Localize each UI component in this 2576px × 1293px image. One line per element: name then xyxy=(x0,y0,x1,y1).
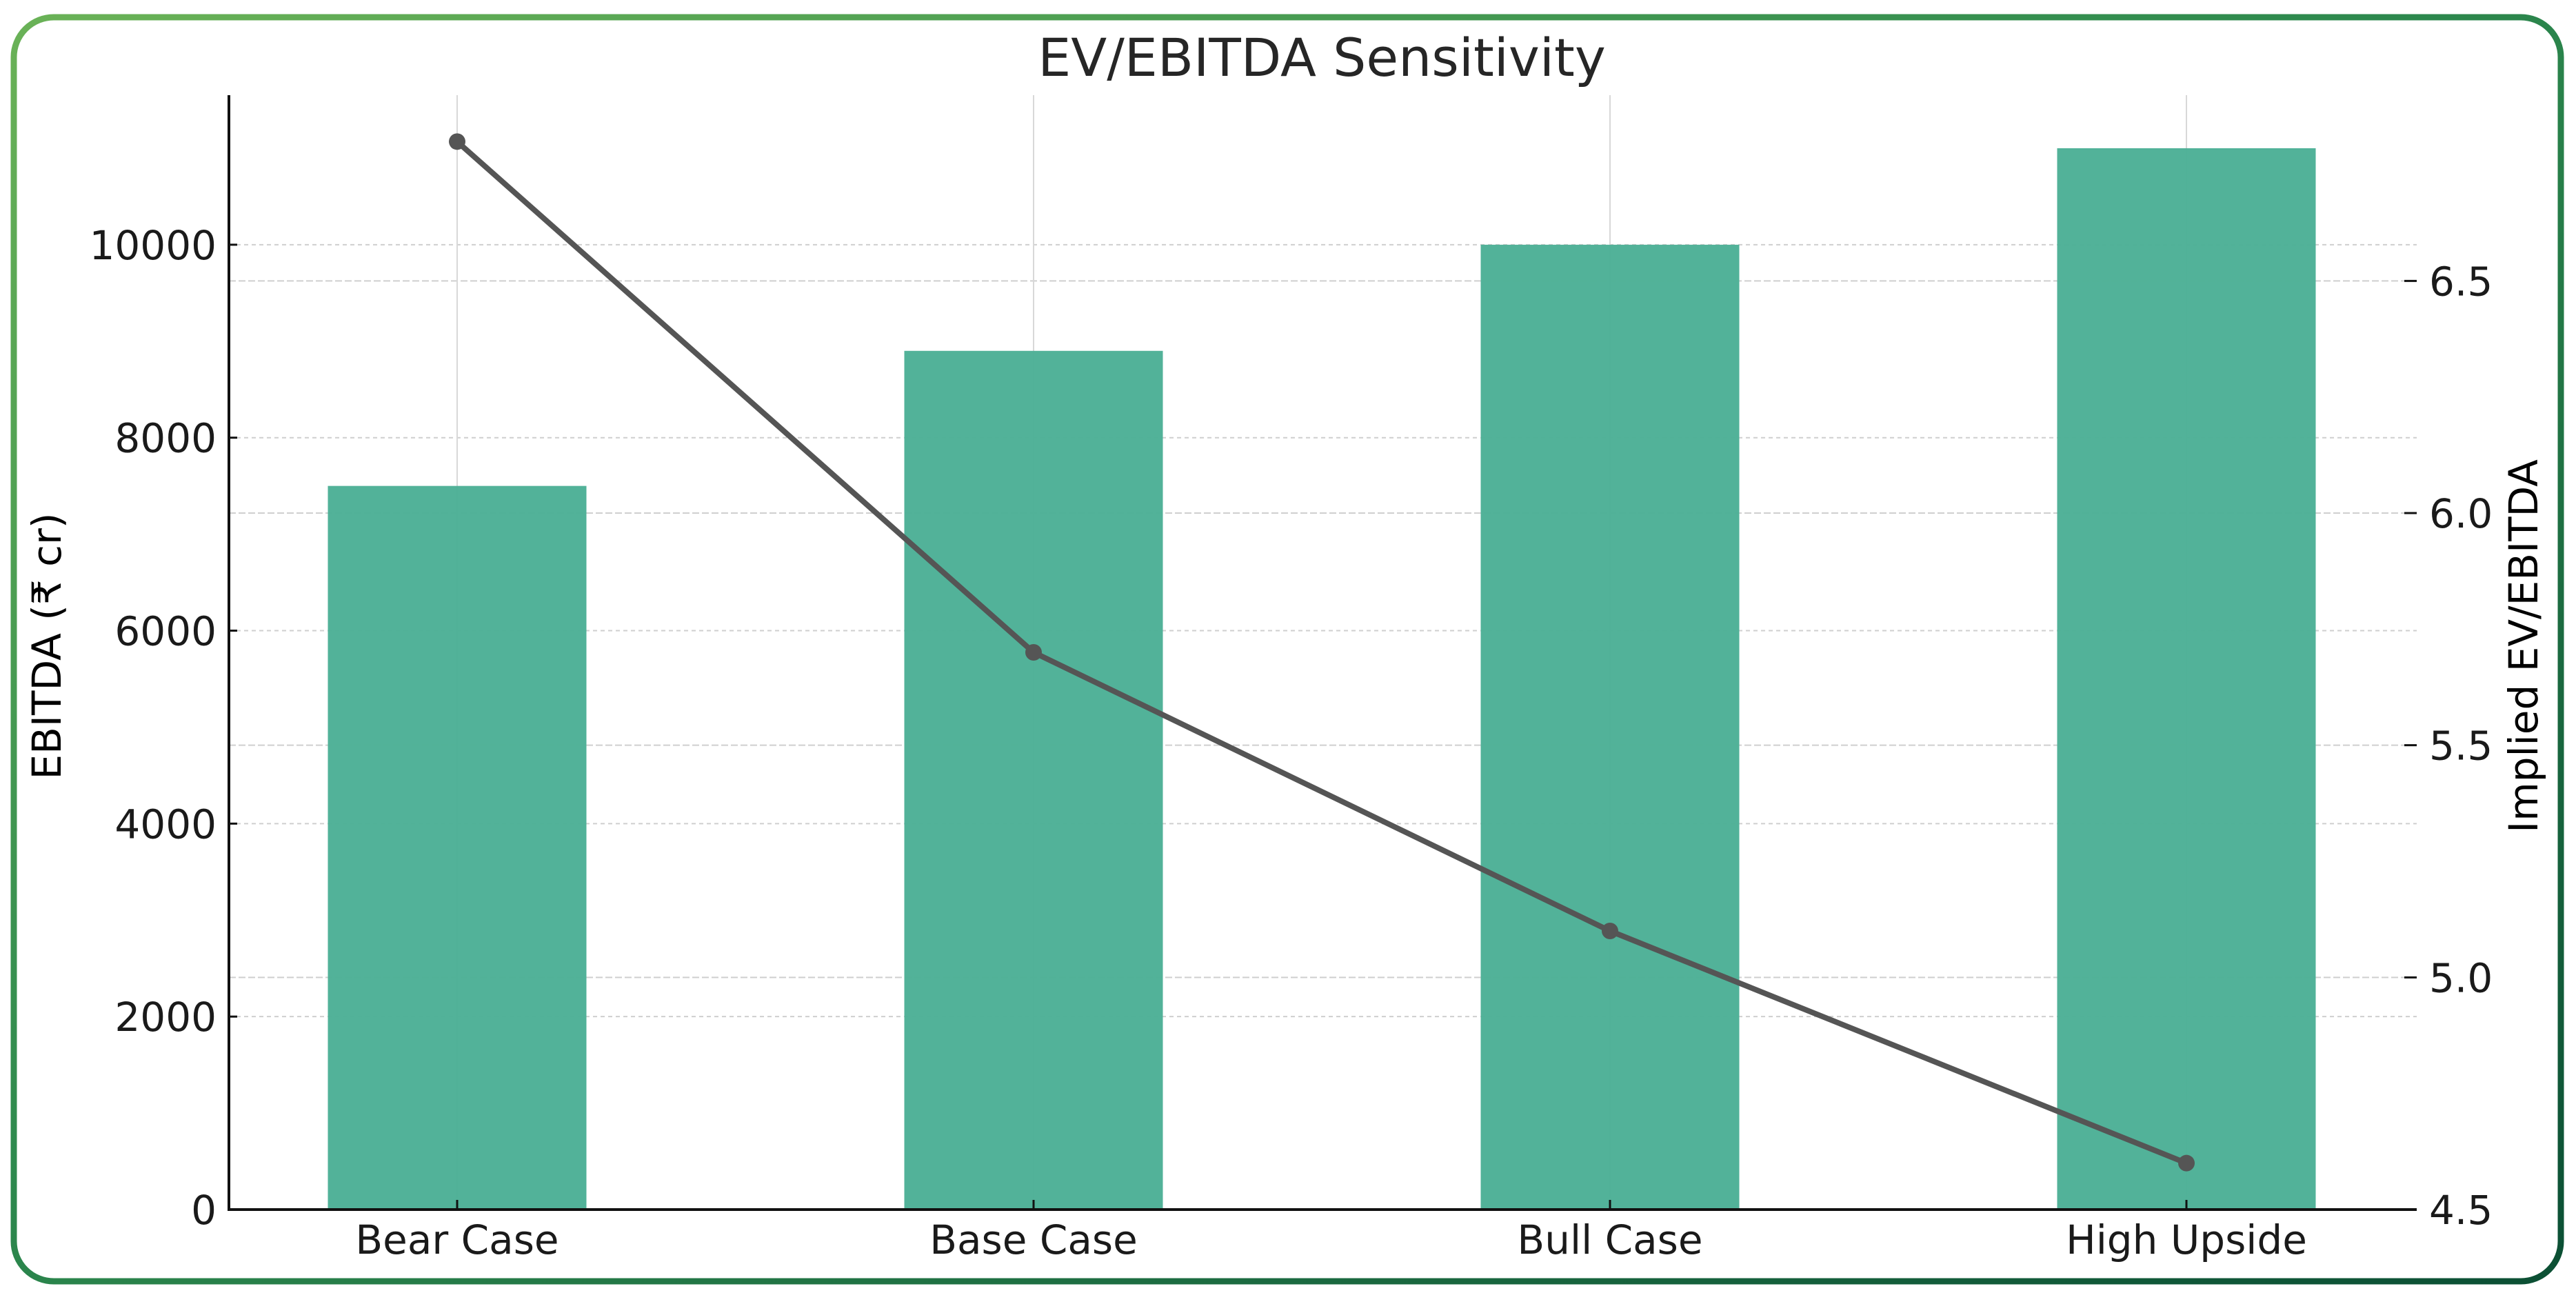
axes xyxy=(228,95,2417,1211)
x-tick-label: High Upside xyxy=(2066,1216,2307,1263)
y-tick-label-right: 5.5 xyxy=(2429,723,2493,770)
y-axis-label-left: EBITDA (₹ cr) xyxy=(23,512,70,779)
line-point-high-upside xyxy=(2178,1154,2195,1172)
y-tick-label-left: 0 xyxy=(191,1187,217,1234)
bar-base-case xyxy=(904,350,1163,1210)
y-tick-label-left: 4000 xyxy=(114,801,217,848)
y-axis-label-right: Implied EV/EBITDA xyxy=(2500,459,2547,833)
bar-series xyxy=(328,148,2316,1210)
bar-bear-case xyxy=(328,485,587,1210)
x-tick-label: Bull Case xyxy=(1517,1216,1702,1263)
card-border xyxy=(10,14,2564,1285)
y-tick-label-left: 10000 xyxy=(89,222,217,269)
y-tick-label-left: 6000 xyxy=(114,608,217,655)
line-point-base-case xyxy=(1025,644,1042,661)
y-tick-label-right: 4.5 xyxy=(2429,1187,2493,1234)
line-point-bear-case xyxy=(449,133,465,150)
x-tick-label: Bear Case xyxy=(355,1216,559,1263)
line-series xyxy=(449,133,2195,1172)
y-tick-label-left: 8000 xyxy=(114,415,217,462)
y-tick-label-left: 2000 xyxy=(114,994,217,1041)
axis-labels: 0 2000 4000 6000 8000 10000 4.5 5.0 5.5 6.0 6.5 Bea… xyxy=(89,222,2493,1263)
chart-title: EV/EBITDA Sensitivity xyxy=(1038,27,1606,88)
y-tick-label-right: 6.5 xyxy=(2429,258,2493,305)
ev-ebitda-line xyxy=(454,139,2189,1166)
y-tick-label-right: 5.0 xyxy=(2429,954,2493,1001)
x-tick-label: Base Case xyxy=(929,1216,1138,1263)
bar-bull-case xyxy=(1480,244,1740,1210)
y-tick-label-right: 6.0 xyxy=(2429,490,2493,537)
line-point-bull-case xyxy=(1602,923,1618,939)
bar-high-upside xyxy=(2057,148,2316,1210)
